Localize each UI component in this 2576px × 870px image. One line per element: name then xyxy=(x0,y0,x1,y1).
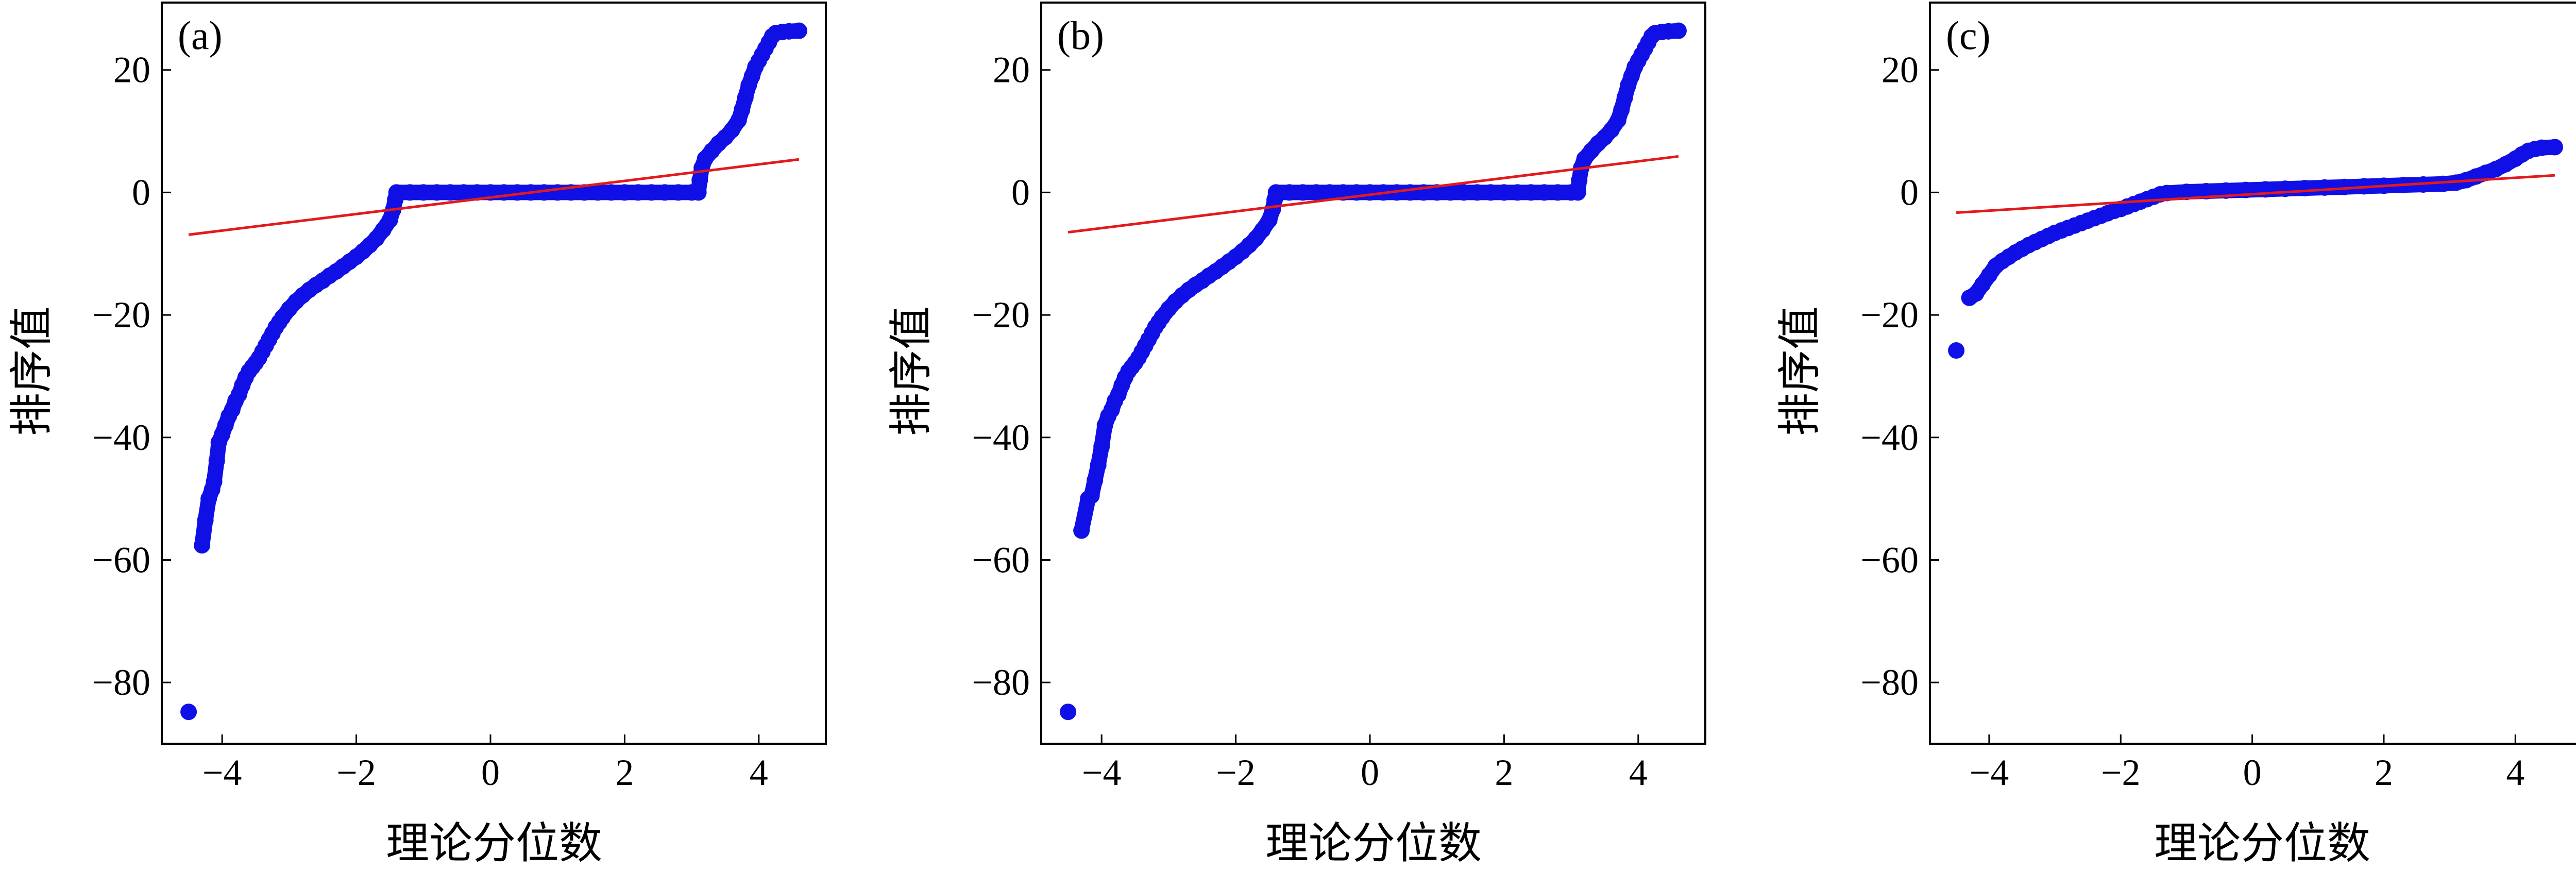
data-point-band xyxy=(234,370,253,393)
x-tick-label: −4 xyxy=(1970,752,2009,793)
x-tick-label: 4 xyxy=(750,752,768,793)
y-tick-label: −80 xyxy=(1860,662,1919,703)
data-point-band xyxy=(1114,370,1133,393)
panel-a: (a) 理论分位数 排序值 xyxy=(6,13,602,868)
panel-label: (c) xyxy=(1946,13,1991,58)
y-tick-label: 0 xyxy=(1011,172,1030,213)
x-tick-label: −4 xyxy=(1082,752,1122,793)
y-axis-title: 排序值 xyxy=(1774,306,1825,436)
x-tick-label: 0 xyxy=(1361,752,1379,793)
x-tick-label: 2 xyxy=(2375,752,2393,793)
y-tick-label: 20 xyxy=(1882,49,1919,91)
y-tick-label: −20 xyxy=(972,294,1030,336)
data-point xyxy=(180,704,197,721)
y-tick-label: −60 xyxy=(1860,539,1919,580)
y-tick-label: −40 xyxy=(972,417,1030,458)
data-point-band xyxy=(1097,408,1116,433)
reference-line xyxy=(1956,174,2555,214)
y-tick-label: −40 xyxy=(92,417,150,458)
reference-line xyxy=(1067,155,1679,234)
x-axis-title: 理论分位数 xyxy=(386,818,602,868)
x-tick-label: −2 xyxy=(336,752,376,793)
x-axis-title: 理论分位数 xyxy=(2154,818,2370,868)
y-axis-title: 排序值 xyxy=(886,306,936,436)
x-tick-label: −2 xyxy=(1216,752,1256,793)
y-tick-label: −20 xyxy=(1860,294,1919,336)
data-point-band xyxy=(1623,59,1643,84)
y-tick-label: −40 xyxy=(1860,417,1919,458)
x-tick-label: 4 xyxy=(2506,752,2524,793)
x-tick-label: 0 xyxy=(481,752,500,793)
panel-label: (b) xyxy=(1057,13,1104,58)
x-tick-label: −2 xyxy=(2101,752,2141,793)
data-point-band xyxy=(2514,143,2536,162)
x-tick-label: 2 xyxy=(615,752,634,793)
panel-b: (b) 理论分位数 排序值 xyxy=(886,13,1482,868)
panel-c: (c) 理论分位数 排序值 xyxy=(1774,13,2370,868)
y-tick-label: 0 xyxy=(1900,172,1919,213)
data-point-band xyxy=(1074,491,1096,539)
data-point-band xyxy=(744,59,764,84)
data-point-band xyxy=(217,408,237,433)
x-tick-label: 2 xyxy=(1495,752,1513,793)
y-tick-label: −60 xyxy=(92,539,150,580)
x-tick-label: 0 xyxy=(2243,752,2262,793)
reference-line xyxy=(188,158,800,236)
y-tick-label: 20 xyxy=(993,49,1030,91)
data-point xyxy=(1060,704,1077,721)
x-tick-label: 4 xyxy=(1629,752,1648,793)
axes-frame xyxy=(161,2,827,745)
y-tick-label: −80 xyxy=(972,662,1030,703)
y-tick-label: −20 xyxy=(92,294,150,336)
data-point-band xyxy=(1104,393,1123,418)
axes-frame xyxy=(1929,2,2576,745)
panel-label: (a) xyxy=(178,13,223,58)
y-tick-label: −60 xyxy=(972,539,1030,580)
axes-frame xyxy=(1040,2,1706,745)
y-tick-label: 0 xyxy=(132,172,150,213)
data-point xyxy=(1948,342,1965,359)
data-point-band xyxy=(2040,225,2063,244)
data-point-band xyxy=(224,393,244,418)
x-axis-title: 理论分位数 xyxy=(1265,818,1482,868)
y-axis-title: 排序值 xyxy=(6,306,57,436)
x-tick-label: −4 xyxy=(202,752,242,793)
y-tick-label: −80 xyxy=(92,662,150,703)
y-tick-label: 20 xyxy=(113,49,150,91)
